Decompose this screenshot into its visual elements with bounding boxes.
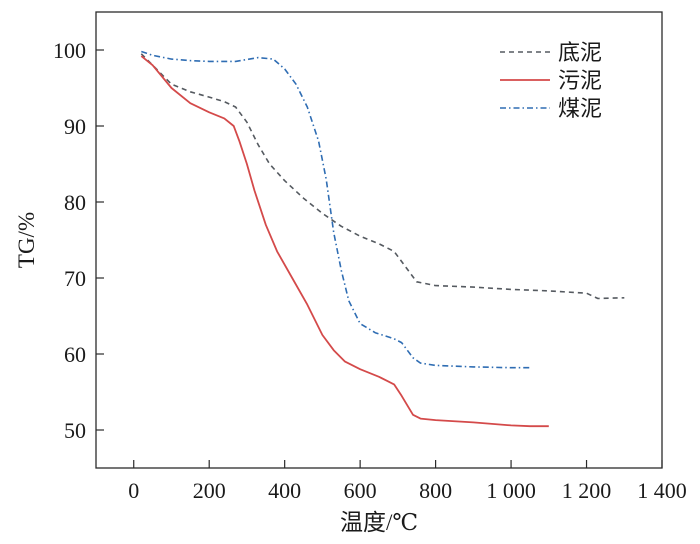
series-layer — [140, 50, 625, 428]
labels-layer: 温度/℃ TG/% — [14, 212, 418, 535]
x-tick-label: 1 400 — [637, 478, 687, 503]
plot-frame — [95, 11, 663, 469]
x-tick-label: 800 — [419, 478, 452, 503]
x-tick-label: 600 — [344, 478, 377, 503]
legend-label: 煤泥 — [558, 97, 602, 122]
series-line-1 — [140, 53, 625, 300]
ticks-layer: 0 200 400 600 800 1 000 1 200 1 400 50 60 70 80 90 10… — [53, 38, 687, 503]
y-tick-label: 70 — [64, 266, 86, 291]
legend-label: 污泥 — [558, 69, 602, 94]
x-tick-label: 1 200 — [562, 478, 612, 503]
x-tick-label: 1 000 — [486, 478, 536, 503]
y-tick-label: 80 — [64, 190, 86, 215]
y-tick-label: 90 — [64, 114, 86, 139]
y-tick-label: 50 — [64, 418, 86, 443]
y-tick-label: 60 — [64, 342, 86, 367]
x-tick-label: 200 — [193, 478, 226, 503]
y-tick-label: 100 — [53, 38, 86, 63]
series-line-3 — [141, 50, 530, 369]
x-tick-label: 400 — [268, 478, 301, 503]
series-line-2 — [140, 55, 549, 428]
x-tick-label: 0 — [128, 478, 139, 503]
x-axis-label: 温度/℃ — [340, 510, 418, 535]
legend-label: 底泥 — [558, 41, 602, 66]
y-axis-label: TG/% — [14, 212, 39, 268]
